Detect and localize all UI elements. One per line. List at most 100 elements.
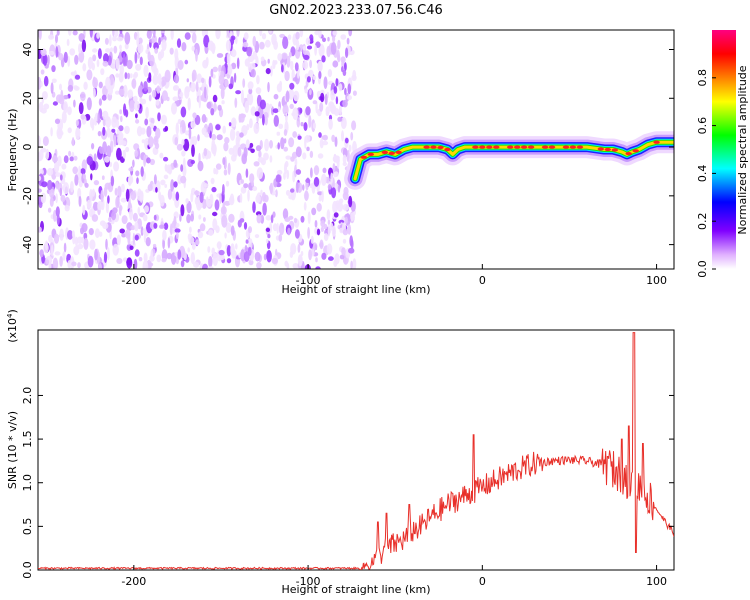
noise-speckle <box>82 173 86 179</box>
noise-speckle <box>294 62 299 72</box>
noise-speckle <box>180 175 187 184</box>
noise-speckle <box>43 242 49 254</box>
noise-speckle <box>179 213 182 222</box>
noise-speckle <box>173 74 180 84</box>
noise-speckle <box>39 168 44 176</box>
noise-speckle <box>242 41 249 48</box>
noise-speckle <box>197 160 204 172</box>
noise-speckle <box>73 85 79 90</box>
noise-speckle <box>113 45 118 54</box>
noise-speckle <box>92 48 98 53</box>
noise-speckle <box>92 188 95 197</box>
noise-speckle <box>310 235 314 244</box>
noise-speckle <box>285 189 291 196</box>
noise-speckle <box>192 112 197 119</box>
noise-speckle <box>211 247 215 255</box>
noise-speckle <box>181 139 185 146</box>
noise-speckle <box>128 175 134 185</box>
noise-speckle <box>334 136 338 148</box>
noise-speckle <box>303 54 310 61</box>
noise-speckle <box>50 82 54 94</box>
noise-speckle <box>77 262 81 269</box>
noise-speckle <box>218 74 225 85</box>
noise-speckle <box>346 95 352 101</box>
noise-speckle <box>59 174 63 181</box>
noise-speckle <box>115 119 120 128</box>
noise-speckle <box>55 46 59 58</box>
noise-speckle <box>74 54 79 65</box>
noise-speckle <box>272 211 276 218</box>
noise-speckle <box>348 144 352 152</box>
noise-speckle <box>341 247 346 256</box>
noise-speckle <box>285 90 290 103</box>
noise-speckle <box>281 64 284 73</box>
noise-speckle <box>198 214 202 220</box>
noise-speckle <box>262 202 267 216</box>
noise-speckle <box>250 68 256 78</box>
noise-speckle <box>280 137 285 150</box>
noise-speckle <box>41 95 44 104</box>
noise-speckle <box>160 49 165 59</box>
colorbar-tick-label: 0.2 <box>696 212 709 230</box>
noise-speckle <box>306 76 311 83</box>
noise-speckle <box>327 219 331 226</box>
noise-speckle <box>78 195 82 207</box>
noise-speckle <box>87 255 94 268</box>
noise-speckle <box>194 114 201 126</box>
noise-speckle <box>100 68 105 76</box>
snr-y-scale-label: (x104) <box>6 309 19 343</box>
noise-speckle <box>54 118 61 125</box>
noise-speckle <box>158 37 162 46</box>
noise-speckle <box>292 77 298 82</box>
noise-speckle <box>284 160 289 168</box>
noise-speckle <box>227 64 233 76</box>
noise-speckle <box>134 150 139 157</box>
noise-speckle <box>137 43 144 54</box>
noise-speckle <box>338 105 342 115</box>
noise-speckle <box>330 222 334 231</box>
noise-speckle <box>47 167 54 176</box>
noise-speckle <box>234 97 238 109</box>
noise-speckle <box>264 138 270 152</box>
noise-speckle <box>308 69 314 78</box>
ridge-peak <box>507 145 514 149</box>
noise-speckle <box>104 37 109 45</box>
noise-speckle <box>212 144 217 157</box>
ridge-peak <box>486 145 493 149</box>
noise-speckle <box>331 187 337 199</box>
noise-speckle <box>197 231 204 239</box>
noise-speckle <box>194 190 200 195</box>
noise-speckle <box>148 72 152 82</box>
noise-speckle <box>235 90 242 95</box>
noise-speckle <box>231 117 237 128</box>
ridge-peak <box>576 145 584 149</box>
noise-speckle <box>212 211 218 217</box>
noise-speckle <box>267 234 271 239</box>
noise-speckle <box>117 185 122 198</box>
noise-speckle <box>142 260 149 269</box>
noise-speckle <box>250 148 255 154</box>
noise-speckle <box>116 147 122 161</box>
noise-speckle <box>319 102 324 112</box>
noise-speckle <box>86 97 92 111</box>
noise-speckle <box>307 227 310 239</box>
noise-speckle <box>258 150 262 159</box>
ridge-peak <box>388 151 395 155</box>
noise-speckle <box>262 191 266 202</box>
noise-speckle <box>135 63 142 71</box>
noise-speckle <box>219 84 224 90</box>
noise-speckle <box>285 155 292 160</box>
noise-speckle <box>300 122 304 127</box>
noise-speckle <box>84 182 89 188</box>
snr-frame <box>37 329 675 571</box>
noise-speckle <box>116 128 120 135</box>
noise-speckle <box>62 182 70 195</box>
noise-speckle <box>153 222 158 229</box>
noise-speckle <box>55 193 58 204</box>
noise-speckle <box>319 138 324 149</box>
noise-speckle <box>96 32 100 39</box>
noise-speckle <box>304 134 311 143</box>
noise-speckle <box>81 39 87 53</box>
noise-speckle <box>259 99 266 110</box>
snr-x-axis: -200 -100 0 100 <box>121 565 667 588</box>
